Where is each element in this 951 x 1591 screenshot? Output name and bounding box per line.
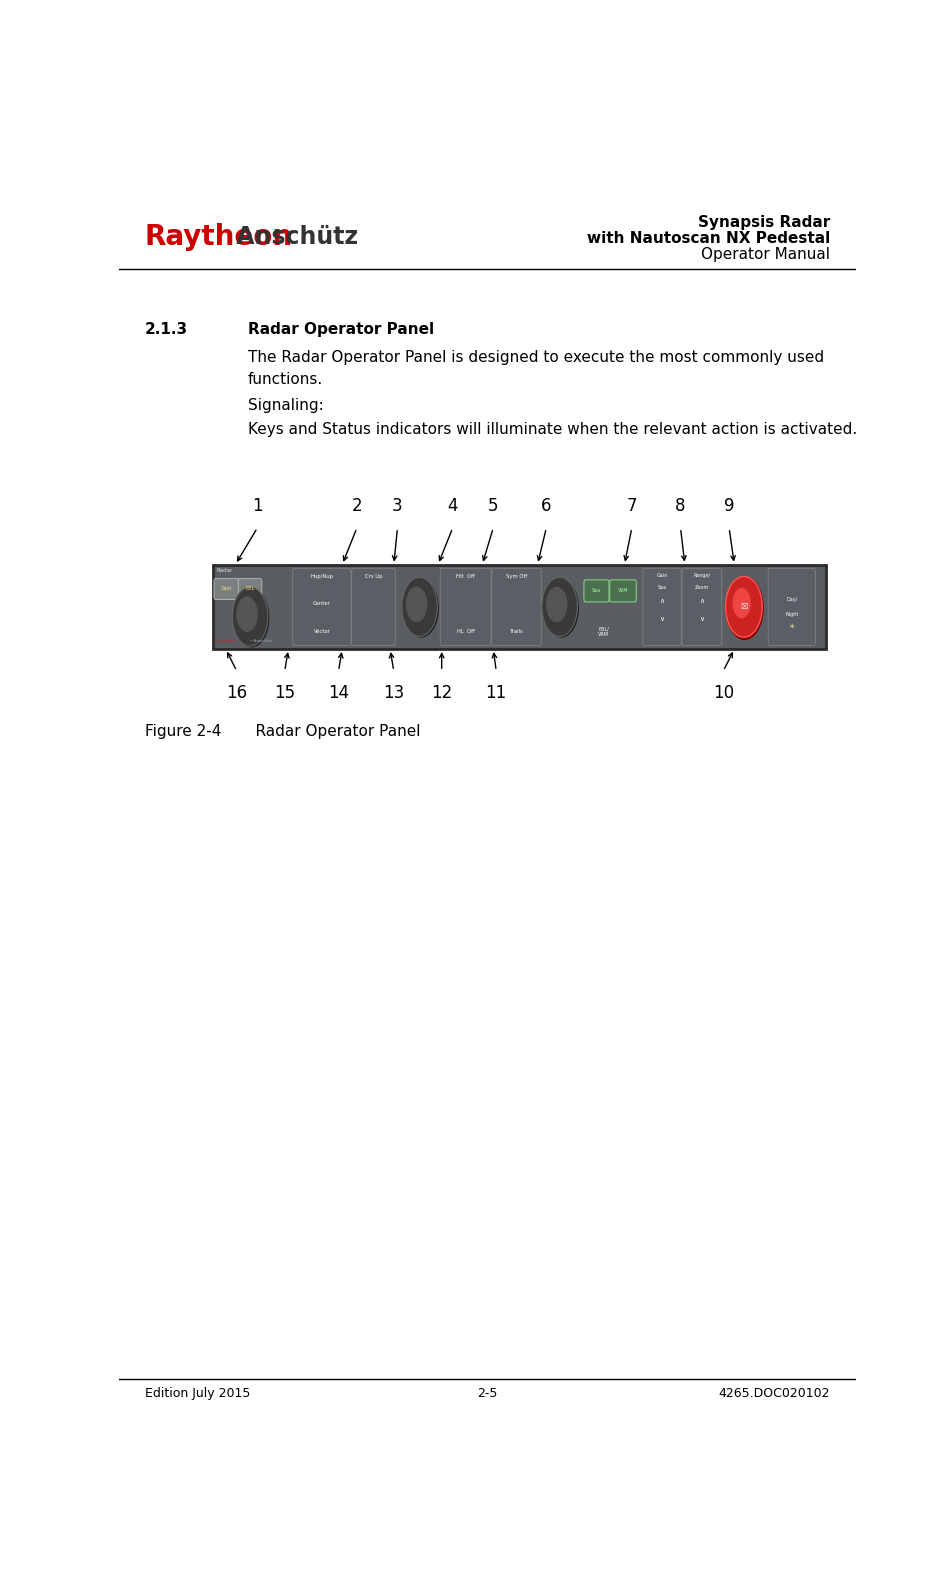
Text: VkM: VkM (618, 589, 629, 593)
Text: 13: 13 (383, 684, 404, 702)
Text: 4265.DOC020102: 4265.DOC020102 (719, 1387, 830, 1400)
FancyBboxPatch shape (643, 568, 681, 646)
Text: Edition July 2015: Edition July 2015 (145, 1387, 250, 1400)
Text: Sym Off: Sym Off (506, 574, 527, 579)
Text: 2-5: 2-5 (477, 1387, 497, 1400)
Text: Trails: Trails (510, 630, 523, 635)
Text: Synapsis Radar: Synapsis Radar (698, 215, 830, 231)
FancyBboxPatch shape (352, 568, 396, 646)
Text: Signaling:: Signaling: (248, 398, 323, 414)
Text: ∨: ∨ (659, 616, 665, 622)
Circle shape (726, 576, 764, 640)
Circle shape (406, 587, 427, 622)
Text: EBL: EBL (245, 585, 255, 590)
Text: 5: 5 (488, 496, 498, 515)
FancyBboxPatch shape (584, 579, 609, 601)
Text: 16: 16 (226, 684, 247, 702)
Text: ∧: ∧ (659, 598, 665, 603)
Circle shape (401, 578, 437, 636)
Circle shape (232, 587, 268, 646)
Text: Zoom: Zoom (695, 585, 709, 590)
Text: Range/: Range/ (693, 573, 710, 578)
Text: Gain: Gain (656, 573, 668, 578)
FancyBboxPatch shape (682, 568, 722, 646)
Text: Day/: Day/ (786, 597, 797, 601)
Text: 6: 6 (541, 496, 552, 515)
Text: 10: 10 (712, 684, 734, 702)
Circle shape (542, 578, 577, 636)
Text: 12: 12 (431, 684, 453, 702)
Circle shape (732, 589, 751, 619)
Text: Vector: Vector (314, 630, 330, 635)
Text: Radar: Radar (217, 568, 233, 573)
Text: ☒: ☒ (740, 603, 747, 611)
Text: 2.1.3: 2.1.3 (145, 321, 187, 337)
FancyBboxPatch shape (768, 568, 815, 646)
FancyBboxPatch shape (214, 579, 239, 600)
Text: Sea: Sea (592, 589, 601, 593)
Text: Anschütz: Anschütz (228, 226, 359, 250)
Text: ☀: ☀ (788, 624, 795, 630)
Text: HL  Off: HL Off (456, 630, 475, 635)
Text: Hup/Nup: Hup/Nup (310, 574, 334, 579)
FancyBboxPatch shape (239, 579, 262, 600)
Text: Keys and Status indicators will illuminate when the relevant action is activated: Keys and Status indicators will illumina… (248, 423, 857, 438)
Text: Figure 2-4       Radar Operator Panel: Figure 2-4 Radar Operator Panel (145, 724, 420, 738)
Text: 3: 3 (392, 496, 403, 515)
Text: ∨: ∨ (699, 616, 705, 622)
Circle shape (234, 589, 269, 648)
Circle shape (237, 597, 258, 632)
Circle shape (403, 579, 438, 638)
Text: 2: 2 (352, 496, 362, 515)
Circle shape (543, 579, 579, 638)
Circle shape (546, 587, 568, 622)
Text: functions.: functions. (248, 372, 323, 387)
Text: Crs Up: Crs Up (365, 574, 382, 579)
Text: ∧: ∧ (699, 598, 705, 603)
Text: 1: 1 (252, 496, 262, 515)
Text: 7: 7 (627, 496, 637, 515)
FancyBboxPatch shape (610, 579, 636, 601)
Text: Filt  Off: Filt Off (456, 574, 475, 579)
Text: EBL/
VRM: EBL/ VRM (598, 627, 610, 636)
Text: Center: Center (313, 601, 331, 606)
Text: 11: 11 (486, 684, 507, 702)
Text: 4: 4 (448, 496, 458, 515)
FancyBboxPatch shape (440, 568, 491, 646)
Text: 14: 14 (328, 684, 349, 702)
FancyBboxPatch shape (293, 568, 351, 646)
Text: Raytheon: Raytheon (145, 223, 293, 251)
Text: Operator Manual: Operator Manual (701, 247, 830, 263)
Text: 8: 8 (675, 496, 686, 515)
Text: Radar Operator Panel: Radar Operator Panel (248, 321, 434, 337)
Text: 15: 15 (274, 684, 295, 702)
Text: • Anschütz: • Anschütz (250, 640, 273, 643)
Text: Raytheon: Raytheon (217, 640, 237, 643)
Bar (213, 565, 826, 649)
Text: Sea: Sea (657, 585, 667, 590)
FancyBboxPatch shape (492, 568, 541, 646)
Text: Night: Night (786, 611, 799, 617)
Text: 9: 9 (724, 496, 734, 515)
Text: Gain: Gain (221, 585, 232, 590)
Circle shape (726, 576, 762, 638)
Text: with Nautoscan NX Pedestal: with Nautoscan NX Pedestal (587, 231, 830, 247)
Text: The Radar Operator Panel is designed to execute the most commonly used: The Radar Operator Panel is designed to … (248, 350, 824, 366)
